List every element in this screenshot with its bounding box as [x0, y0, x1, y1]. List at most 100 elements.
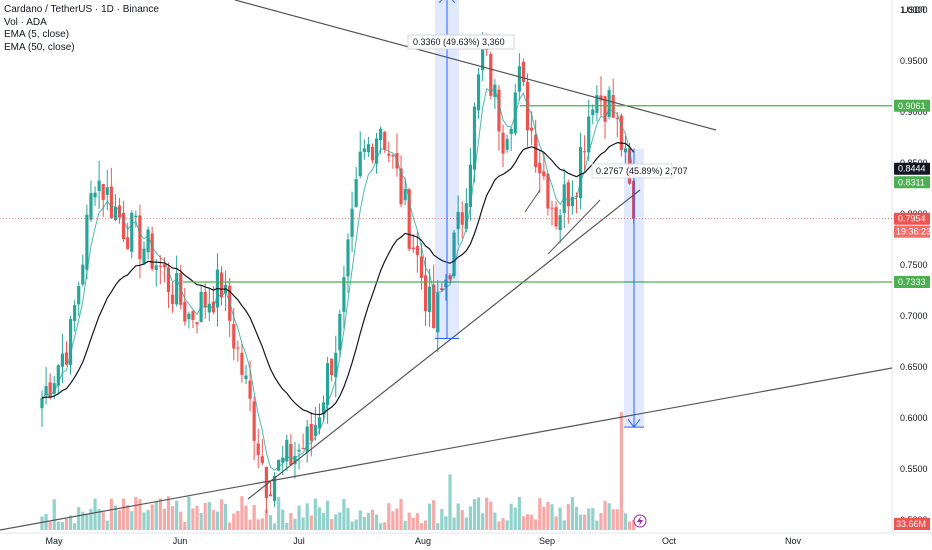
candle-body: [387, 153, 391, 156]
candle-body: [236, 347, 240, 349]
price-tag-label: 0.8444: [898, 164, 926, 174]
candle: [505, 134, 509, 153]
legend-symbol-title[interactable]: Cardano / TetherUS · 1D · Binance: [4, 4, 159, 15]
volume-bar: [228, 522, 232, 530]
candle: [281, 446, 285, 476]
candle: [297, 443, 301, 470]
candle: [362, 139, 366, 160]
candle: [89, 180, 93, 222]
volume-bar: [546, 501, 550, 530]
x-tick-label: Nov: [785, 536, 802, 546]
candle-body: [350, 208, 354, 237]
legend-volume[interactable]: Vol · ADA: [4, 16, 47, 28]
volume-bar: [366, 512, 370, 530]
candle: [599, 76, 603, 116]
candle: [554, 201, 558, 230]
candle-body: [326, 363, 330, 405]
candle: [191, 309, 195, 329]
volume-bar: [203, 502, 207, 530]
x-tick-label: Oct: [662, 536, 677, 546]
candle-body: [428, 286, 432, 313]
volume-bar: [64, 518, 69, 530]
ascending-long-trendline: [0, 367, 893, 531]
candle-body: [521, 61, 526, 82]
candle: [509, 127, 513, 151]
candle-body: [154, 265, 158, 270]
candle-body: [272, 475, 277, 502]
candle: [619, 113, 623, 157]
volume-bar: [268, 515, 273, 530]
candle: [301, 433, 305, 450]
candle-body: [407, 189, 411, 249]
price-tag-label: 0.9061: [898, 101, 926, 111]
volume-bar: [627, 521, 632, 530]
candle: [595, 85, 599, 122]
x-tick-label: Aug: [415, 536, 431, 546]
legend-ema5[interactable]: EMA (5, close): [4, 29, 70, 40]
y-tick-label: 0.9000: [900, 107, 928, 117]
volume-bar: [68, 515, 73, 530]
volume-bar: [240, 496, 244, 530]
volume-bar: [632, 520, 636, 530]
candle-body: [330, 358, 334, 376]
volume-bar: [432, 500, 436, 530]
volume-bar: [166, 496, 171, 530]
volume-bar: [415, 513, 419, 530]
volume-bar: [542, 506, 546, 530]
candle: [126, 222, 130, 250]
measure-arrowhead: [627, 418, 641, 429]
volume-bar: [460, 510, 464, 530]
candle: [366, 136, 370, 158]
candle: [521, 58, 526, 86]
volume-bar: [187, 496, 191, 530]
candle: [460, 201, 464, 239]
candle: [330, 358, 334, 382]
volume-bar: [313, 498, 317, 530]
candle: [236, 340, 240, 362]
candle-body: [109, 186, 113, 219]
volume-bar: [219, 499, 224, 530]
x-tick-label: Jun: [173, 536, 188, 546]
volume-bar: [407, 512, 411, 530]
volume-bar: [183, 521, 187, 530]
volume-bar: [179, 511, 183, 530]
candle: [56, 364, 60, 393]
volume-bar: [109, 498, 113, 530]
candle: [52, 376, 56, 399]
legend-ema50[interactable]: EMA (50, close): [4, 41, 75, 53]
volume-bar: [224, 503, 228, 530]
volume-bar: [134, 496, 138, 530]
candle: [68, 315, 73, 375]
volume-bar: [456, 503, 460, 530]
volume-bar: [428, 503, 432, 530]
volume-bar: [48, 521, 52, 530]
ema-50-line: [41, 141, 635, 416]
candle: [97, 160, 101, 209]
candle: [150, 226, 154, 272]
volume-bar: [444, 516, 448, 530]
candle: [395, 133, 399, 177]
candle: [530, 111, 534, 145]
volume-tag-label: 33.66M: [896, 519, 926, 529]
lightning-icon-bolt: [637, 516, 643, 526]
candle: [170, 282, 175, 313]
candle-body: [538, 162, 542, 174]
candle-body: [256, 443, 260, 456]
candle-body: [615, 117, 619, 119]
candle-body: [619, 115, 623, 151]
ema-5-line: [41, 88, 635, 471]
measure-arrowhead: [438, 0, 456, 4]
candle: [403, 178, 407, 206]
volume-bar: [317, 507, 322, 530]
volume-bar: [611, 509, 615, 530]
y-tick-label: 0.6500: [900, 362, 928, 372]
candle: [550, 200, 554, 226]
volume-bar: [191, 508, 195, 530]
candle-body: [509, 128, 513, 135]
volume-bar: [97, 509, 101, 530]
candle-body: [489, 53, 493, 96]
candle-body: [207, 303, 211, 313]
candle: [130, 210, 134, 259]
volume-bar: [615, 509, 619, 530]
volume-bar: [538, 498, 542, 530]
